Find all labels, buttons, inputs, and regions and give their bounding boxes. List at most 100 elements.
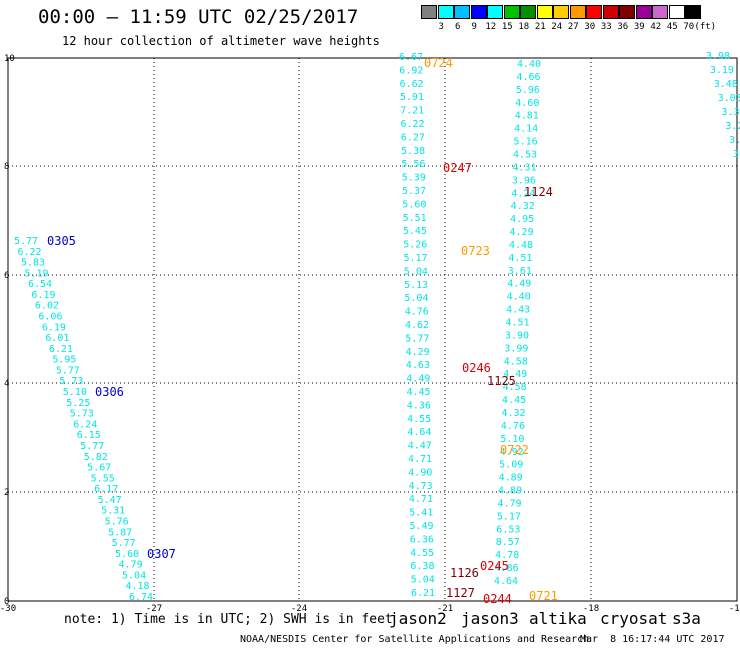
swh-value: 6.24 — [73, 419, 97, 430]
x-tick-label: -15 — [729, 604, 740, 614]
legend-label: 3 — [438, 22, 444, 32]
swh-value: 6.62 — [400, 79, 424, 90]
time-label: 0722 — [500, 443, 529, 457]
swh-value: 5.77 — [405, 333, 429, 344]
swh-value: 5.04 — [404, 293, 428, 304]
swh-value: 5.95 — [52, 355, 76, 366]
swh-value: 5.82 — [84, 452, 108, 463]
swh-value: 6.67 — [399, 52, 423, 63]
swh-value: 6.21 — [411, 588, 435, 599]
swh-value: 4.55 — [407, 414, 431, 425]
swh-value: 4.45 — [407, 387, 431, 398]
swh-value: 4.24 — [511, 188, 535, 199]
swh-value: 5.10 — [63, 387, 87, 398]
y-tick-label: 6 — [4, 271, 9, 281]
legend-swatch — [454, 5, 470, 19]
swh-value: 6.21 — [49, 344, 73, 355]
swh-value: 4.45 — [502, 395, 526, 406]
swh-value: 4.95 — [510, 214, 534, 225]
swh-value: 5.26 — [403, 240, 427, 251]
legend-cryosat: cryosat — [600, 609, 668, 628]
page-subtitle: 12 hour collection of altimeter wave hei… — [62, 34, 380, 48]
swh-value: 4.55 — [410, 548, 434, 559]
legend-swatch — [520, 5, 536, 19]
legend-label: 27 — [567, 22, 579, 32]
swh-value: 5.39 — [402, 173, 426, 184]
swh-value: 6.53 — [496, 524, 520, 535]
legend-swatch — [503, 5, 520, 19]
swh-value: 5.67 — [87, 463, 111, 474]
swh-value: 6.15 — [77, 430, 101, 441]
legend-swatch — [685, 5, 701, 19]
swh-value: 7.21 — [400, 106, 424, 117]
legend-label: 33 — [600, 22, 612, 32]
legend-label: (ft) — [694, 22, 717, 32]
swh-value: 3.99 — [504, 343, 528, 354]
swh-value: 4.51 — [508, 253, 532, 264]
swh-value: 6.17 — [94, 484, 118, 495]
legend-label: 12 — [485, 22, 497, 32]
swh-value: 6.19 — [31, 290, 55, 301]
swh-value: 5.45 — [403, 226, 427, 237]
swh-value: 5.47 — [98, 495, 122, 506]
legend-label: 36 — [617, 22, 629, 32]
swh-value: 3.90 — [505, 330, 529, 341]
time-label: 0245 — [480, 559, 509, 573]
swh-value: 6.92 — [399, 65, 423, 76]
swh-value: 5.37 — [402, 186, 426, 197]
time-label: 0724 — [424, 56, 453, 70]
swh-value: 6.22 — [17, 247, 41, 258]
swh-value: 4.92 — [500, 447, 524, 458]
swh-value: 3.96 — [512, 175, 536, 186]
legend-label: 18 — [518, 22, 530, 32]
swh-value: 5.73 — [70, 409, 94, 420]
time-label: 0246 — [462, 361, 491, 375]
legend-label: 30 — [584, 22, 596, 32]
swh-value: 4.76 — [501, 421, 525, 432]
swh-value: 5.60 — [115, 549, 139, 560]
legend-swatch — [421, 5, 437, 19]
swh-value: 6.38 — [410, 561, 434, 572]
time-label: 1126 — [450, 566, 479, 580]
swh-value: 5.73 — [59, 376, 83, 387]
swh-value: 6.06 — [38, 312, 62, 323]
swh-value: 5.09 — [499, 460, 523, 471]
swh-value: 4.40 — [507, 292, 531, 303]
swh-value: 5.04 — [122, 570, 146, 581]
swh-value: 3.61 — [508, 266, 532, 277]
swh-value: 5.31 — [101, 506, 125, 517]
swh-value: 4.81 — [515, 111, 539, 122]
swh-value: 5.77 — [56, 365, 80, 376]
legend-label: 9 — [471, 22, 477, 32]
x-tick-label: -21 — [437, 604, 453, 614]
y-tick-label: 4 — [4, 379, 9, 389]
swh-value: 4.47 — [408, 441, 432, 452]
swh-value: 4.40 — [517, 59, 541, 70]
legend-swatch — [553, 5, 569, 19]
swh-value: 3.11 — [729, 135, 740, 146]
swh-value: 5.77 — [14, 236, 38, 247]
legend-label: 39 — [633, 22, 645, 32]
swh-value: 5.16 — [514, 137, 538, 148]
swh-value: 5.19 — [24, 268, 48, 279]
x-tick-label: -27 — [146, 604, 162, 614]
swh-value: 5.96 — [516, 85, 540, 96]
y-tick-label: 8 — [4, 162, 9, 172]
time-label: 0307 — [147, 547, 176, 561]
swh-value: 4.49 — [503, 369, 527, 380]
legend-label: 42 — [650, 22, 662, 32]
swh-value: 3.19 — [710, 65, 734, 76]
legend-swatch — [470, 5, 487, 19]
swh-value: 4.86 — [495, 563, 519, 574]
swh-value: 3.21 — [725, 121, 740, 132]
swh-value: 4.29 — [406, 347, 430, 358]
swh-value: 4.51 — [506, 318, 530, 329]
swh-value: 5.49 — [410, 521, 434, 532]
legend-swatch — [619, 5, 635, 19]
swh-value: 4.53 — [513, 149, 537, 160]
time-label: 0306 — [95, 385, 124, 399]
swh-value: 5.83 — [21, 258, 45, 269]
swh-value: 4.60 — [515, 98, 539, 109]
